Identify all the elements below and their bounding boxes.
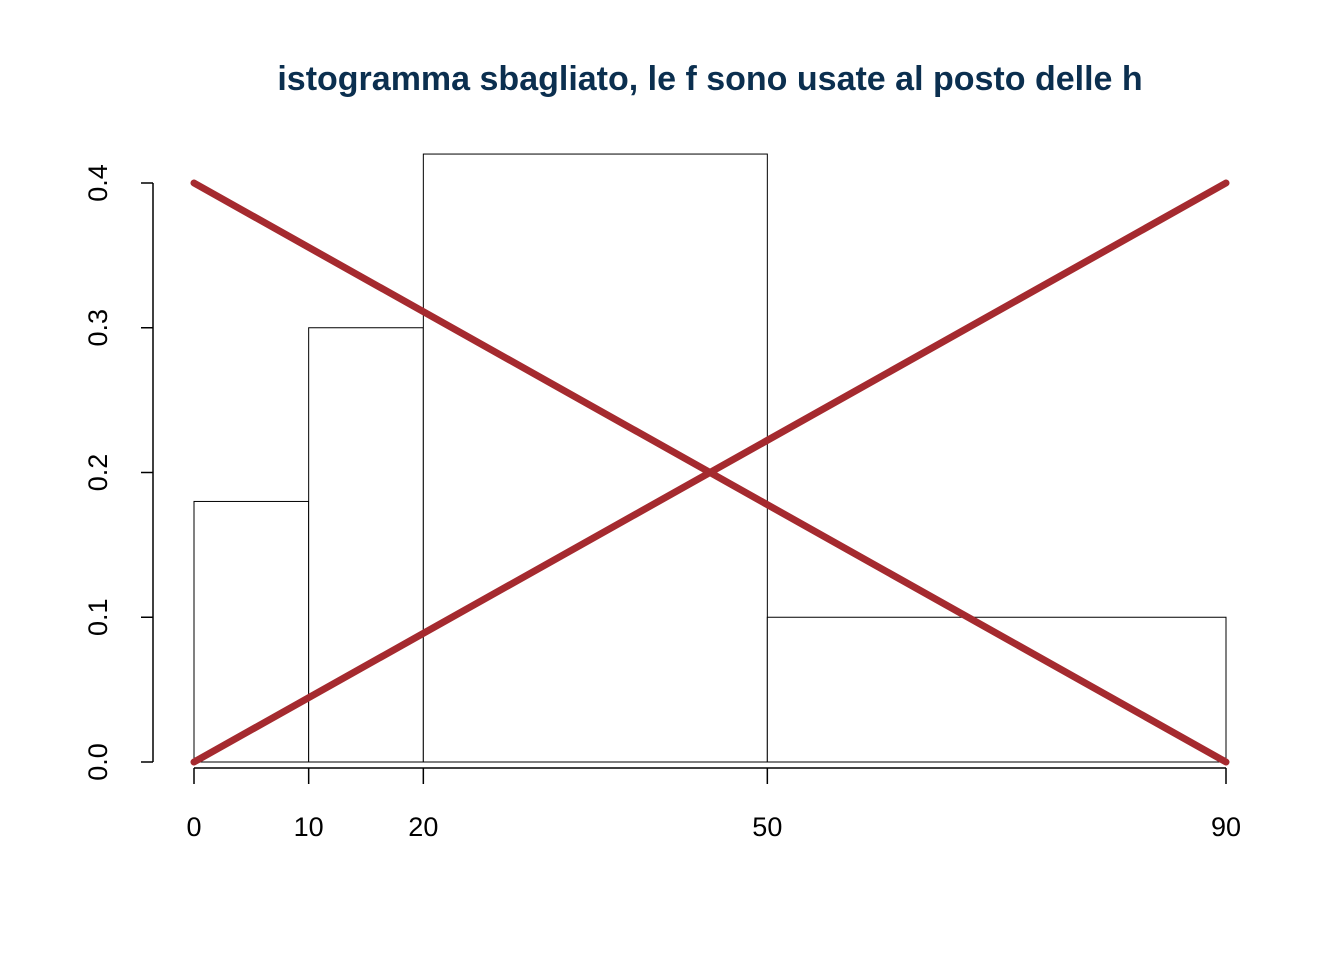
histogram-bar-2 [422,153,768,763]
x-tick-label-0: 0 [186,812,201,842]
y-tick-label-4: 0.4 [83,164,113,202]
cross-line-1 [190,179,1230,766]
x-axis: 0 10 20 50 90 [186,767,1241,842]
histogram-bar-0 [193,500,310,763]
chart-title: istogramma sbagliato, le f sono usate al… [277,60,1142,98]
x-tick-label-2: 20 [408,812,438,842]
x-tick-label-1: 10 [294,812,324,842]
histogram-bar-3 [766,616,1227,763]
y-tick-label-3: 0.3 [83,309,113,347]
histogram-bar-1 [308,327,424,763]
histogram-bars [193,153,1227,763]
y-tick-label-0: 0.0 [83,743,113,781]
x-tick-label-4: 90 [1211,812,1241,842]
cross-out-lines [190,179,1230,766]
y-tick-label-1: 0.1 [83,598,113,636]
y-tick-label-2: 0.2 [83,454,113,492]
x-tick-label-3: 50 [752,812,782,842]
y-axis: 0.0 0.1 0.2 0.3 0.4 [83,164,154,781]
